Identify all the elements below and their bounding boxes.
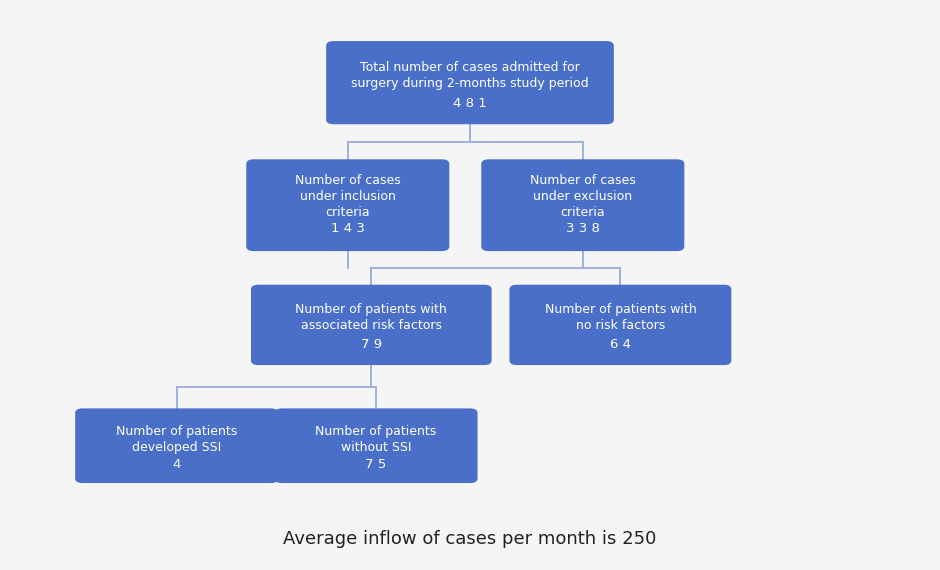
Text: 4: 4 <box>173 458 180 471</box>
FancyBboxPatch shape <box>509 285 731 365</box>
Text: Average inflow of cases per month is 250: Average inflow of cases per month is 250 <box>283 530 657 548</box>
FancyBboxPatch shape <box>326 41 614 124</box>
Text: Total number of cases admitted for
surgery during 2-months study period: Total number of cases admitted for surge… <box>352 61 588 89</box>
Text: 4 8 1: 4 8 1 <box>453 97 487 110</box>
FancyBboxPatch shape <box>274 408 478 483</box>
FancyBboxPatch shape <box>75 408 278 483</box>
Text: Number of cases
under exclusion
criteria: Number of cases under exclusion criteria <box>530 174 635 219</box>
Text: Number of patients
without SSI: Number of patients without SSI <box>316 425 436 454</box>
Text: 1 4 3: 1 4 3 <box>331 222 365 235</box>
Text: 3 3 8: 3 3 8 <box>566 222 600 235</box>
Text: 7 5: 7 5 <box>366 458 386 471</box>
FancyBboxPatch shape <box>246 160 449 251</box>
FancyBboxPatch shape <box>251 285 492 365</box>
Text: 6 4: 6 4 <box>610 339 631 351</box>
Text: Number of patients with
associated risk factors: Number of patients with associated risk … <box>295 303 447 332</box>
Text: 7 9: 7 9 <box>361 339 382 351</box>
Text: Number of patients with
no risk factors: Number of patients with no risk factors <box>544 303 697 332</box>
FancyBboxPatch shape <box>481 160 684 251</box>
Text: Number of cases
under inclusion
criteria: Number of cases under inclusion criteria <box>295 174 400 219</box>
Text: Number of patients
developed SSI: Number of patients developed SSI <box>117 425 237 454</box>
